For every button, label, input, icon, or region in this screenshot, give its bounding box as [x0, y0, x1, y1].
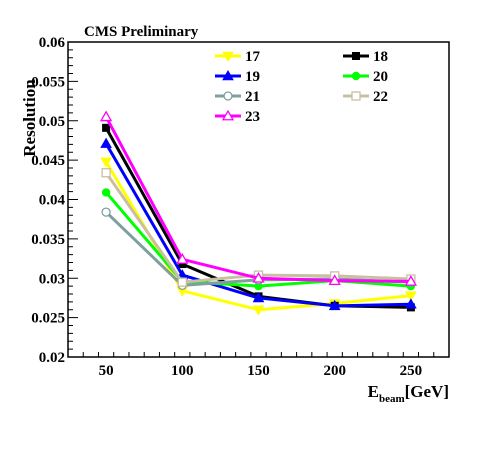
legend-swatch-marker [351, 71, 361, 81]
axes-layer: 0.02 0.025 0.03 0.035 0.04 0.045 0.05 0.055 0.06… [31, 35, 450, 379]
data-point-18 [102, 123, 111, 132]
legend: 17 18 19 20 21 22 23 [215, 49, 388, 125]
data-point-23 [328, 274, 341, 286]
data-point-19 [405, 298, 417, 309]
legend-entry-21: 21 [215, 89, 260, 105]
legend-label: 17 [245, 49, 261, 65]
legend-swatch-marker [222, 69, 234, 81]
x-tick-label: 200 [323, 363, 346, 379]
x-tick-label: 100 [171, 363, 194, 379]
y-tick-label: 0.02 [39, 350, 65, 366]
legend-entry-17: 17 [215, 49, 261, 65]
x-axis-title-unit: [GeV] [405, 382, 449, 401]
legend-label: 22 [373, 89, 388, 105]
x-tick-label: 50 [99, 363, 114, 379]
y-tick-label: 0.025 [31, 311, 65, 327]
data-point-17 [405, 291, 417, 302]
data-point-23 [252, 271, 265, 283]
series-23 [99, 110, 418, 286]
y-tick-label: 0.05 [39, 114, 65, 130]
y-tick-label: 0.03 [39, 271, 65, 287]
y-axis-title: Resolution [20, 79, 39, 157]
y-tick-label: 0.04 [39, 193, 66, 209]
data-point-23 [99, 110, 113, 122]
x-axis-title-main: E [368, 382, 379, 401]
legend-label: 20 [373, 69, 388, 85]
data-point-19 [252, 291, 265, 303]
legend-entry-23: 23 [215, 109, 260, 125]
data-point-20 [101, 188, 111, 197]
legend-label: 21 [245, 89, 260, 105]
legend-label: 18 [373, 49, 388, 65]
legend-swatch-marker [221, 109, 235, 121]
legend-label: 19 [245, 69, 260, 85]
data-point-21 [101, 207, 111, 217]
data-point-22 [101, 168, 111, 178]
legend-swatch-marker [222, 51, 234, 63]
x-tick-label: 250 [400, 363, 423, 379]
x-axis-title: Ebeam[GeV] [368, 382, 449, 405]
y-tick-label: 0.06 [39, 35, 66, 51]
x-axis-title-sub: beam [379, 393, 405, 405]
y-tick-label: 0.045 [31, 153, 65, 169]
data-point-19 [328, 299, 341, 311]
data-layer [99, 110, 418, 316]
data-point-23 [404, 275, 418, 286]
y-tick-label: 0.055 [31, 74, 65, 90]
data-point-18 [178, 260, 187, 269]
legend-entry-18: 18 [343, 49, 388, 65]
legend-swatch-marker [223, 91, 233, 101]
data-point-23 [176, 253, 189, 264]
legend-entry-19: 19 [215, 69, 260, 85]
data-point-20 [254, 281, 263, 291]
data-point-22 [177, 277, 187, 287]
legend-entry-20: 20 [343, 69, 388, 85]
chart-title: CMS Preliminary [84, 24, 199, 40]
data-point-19 [100, 137, 112, 148]
legend-swatch-marker [351, 91, 361, 101]
legend-swatch-marker [352, 52, 360, 60]
legend-label: 23 [245, 109, 260, 125]
y-tick-label: 0.035 [31, 232, 65, 248]
legend-entry-22: 22 [343, 89, 388, 105]
data-point-17 [252, 305, 265, 316]
data-point-17 [100, 157, 112, 168]
x-tick-label: 150 [247, 363, 270, 379]
